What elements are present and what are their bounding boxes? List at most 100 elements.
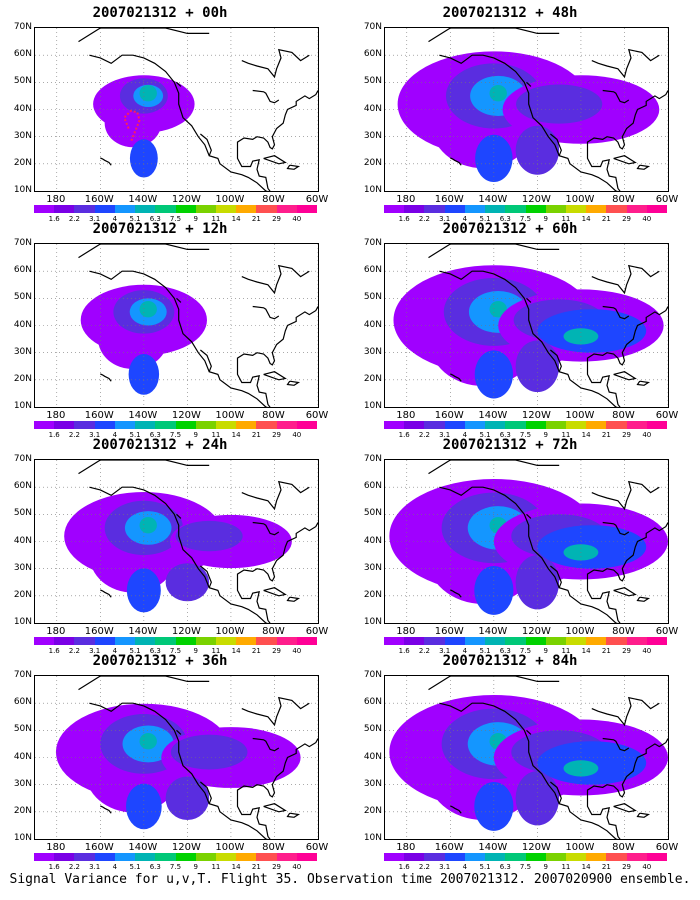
colorbar-swatch [276, 205, 297, 213]
colorbar-swatch [74, 205, 95, 213]
colorbar-label: 9 [543, 215, 548, 223]
colorbar-swatch [464, 637, 486, 645]
coastline [100, 373, 112, 382]
coastline [428, 460, 560, 475]
colorbar-swatch [565, 205, 587, 213]
colorbar-swatch [236, 637, 257, 645]
colorbar-swatch [54, 205, 75, 213]
colorbar-swatch [175, 853, 196, 861]
colorbar-swatch [586, 205, 607, 213]
lon-label: 160W [84, 842, 114, 853]
coastline [586, 90, 668, 150]
lat-label: 70N [13, 454, 32, 464]
coastline [636, 380, 651, 386]
colorbar-labels: 1.6 2.2 3.1 4 5.1 6.3 7.5 9 11 14 21 29 40 [34, 431, 317, 441]
colorbar [34, 205, 318, 213]
coastline [450, 805, 462, 814]
coastline [586, 363, 621, 407]
colorbar-label: 21 [251, 863, 261, 871]
lat-label: 60N [363, 265, 382, 276]
colorbar-label: 1.6 [48, 431, 60, 439]
lon-label: 140W [478, 194, 508, 205]
variance-contour [515, 771, 560, 826]
coastline [602, 737, 630, 752]
colorbar-swatch [296, 421, 318, 429]
lat-label: 20N [13, 373, 32, 384]
colorbar-label: 1.6 [48, 647, 60, 655]
lon-label: 60W [655, 842, 679, 853]
coastline [241, 480, 310, 511]
variance-map [384, 27, 669, 192]
coastline [428, 244, 560, 259]
panel-title: 2007021312 + 72h [442, 437, 578, 453]
coastline [263, 587, 287, 597]
lon-label: 80W [612, 626, 635, 637]
coastline [78, 28, 210, 43]
lat-label: 60N [13, 481, 32, 492]
colorbar-swatch [464, 421, 486, 429]
colorbar-swatch [175, 637, 196, 645]
colorbar-swatch [114, 421, 136, 429]
colorbar-label: 5.1 [129, 431, 141, 439]
colorbar-label: 4 [112, 647, 118, 655]
colorbar-label: 3.1 [439, 215, 451, 223]
colorbar-swatch [135, 637, 156, 645]
panel-title: 2007021312 + 24h [92, 437, 228, 453]
colorbar-swatch [586, 421, 607, 429]
colorbar-label: 3.1 [89, 431, 101, 439]
colorbar-label: 11 [561, 863, 571, 871]
lon-label: 120W [521, 194, 551, 205]
lat-label: 40N [363, 319, 382, 330]
coastline [526, 81, 532, 87]
colorbar-swatch [155, 421, 176, 429]
colorbar-swatch [54, 637, 75, 645]
lat-label: 70N [13, 22, 32, 32]
variance-map [34, 27, 319, 192]
colorbar-swatch [296, 637, 318, 645]
colorbar-label: 40 [642, 215, 652, 223]
colorbar-swatch [74, 637, 95, 645]
lat-label: 60N [363, 49, 382, 60]
colorbar-swatch [114, 637, 136, 645]
colorbar-swatch [404, 637, 425, 645]
colorbar-label: 4 [462, 215, 468, 223]
coastline [286, 380, 301, 386]
colorbar-label: 40 [642, 647, 652, 655]
lon-label: 80W [612, 194, 635, 205]
lat-label: 60N [363, 481, 382, 492]
colorbar-swatch [646, 421, 668, 429]
variance-contour [489, 301, 507, 318]
coastline [236, 306, 318, 366]
colorbar-label: 7.5 [169, 647, 182, 655]
lat-label: 20N [363, 805, 382, 816]
coastline [286, 812, 301, 818]
colorbar-label: 5.1 [479, 647, 491, 655]
coastline [602, 89, 630, 104]
colorbar-labels: 1.6 2.2 3.1 4 5.1 6.3 7.5 9 11 14 21 29 40 [34, 647, 317, 657]
colorbar-swatch [464, 853, 486, 861]
colorbar-swatch [444, 205, 465, 213]
colorbar-label: 3.1 [439, 863, 451, 871]
coastline [550, 349, 562, 372]
colorbar-swatch [586, 853, 607, 861]
coastline [241, 696, 310, 727]
colorbar-swatch [74, 853, 95, 861]
colorbar-swatch [94, 205, 115, 213]
lat-label: 40N [363, 103, 382, 114]
lat-label: 50N [363, 508, 382, 519]
variance-contour [129, 139, 158, 178]
colorbar-swatch [626, 205, 647, 213]
colorbar-label: 9 [543, 647, 548, 655]
panel-title: 2007021312 + 48h [442, 5, 578, 21]
coastline [550, 781, 562, 804]
lon-label: 100W [565, 842, 595, 853]
lon-label: 100W [215, 626, 245, 637]
lat-label: 10N [363, 401, 382, 411]
coastline [586, 579, 621, 623]
colorbar-swatch [175, 205, 196, 213]
colorbar-label: 2.2 [418, 863, 430, 871]
colorbar-label: 29 [272, 215, 282, 223]
map-panel: 2007021312 + 84h 70N 60N 50N 40N 30N 20N 10N 180… [350, 653, 690, 871]
coastline [636, 164, 651, 170]
lat-label: 30N [13, 562, 32, 573]
